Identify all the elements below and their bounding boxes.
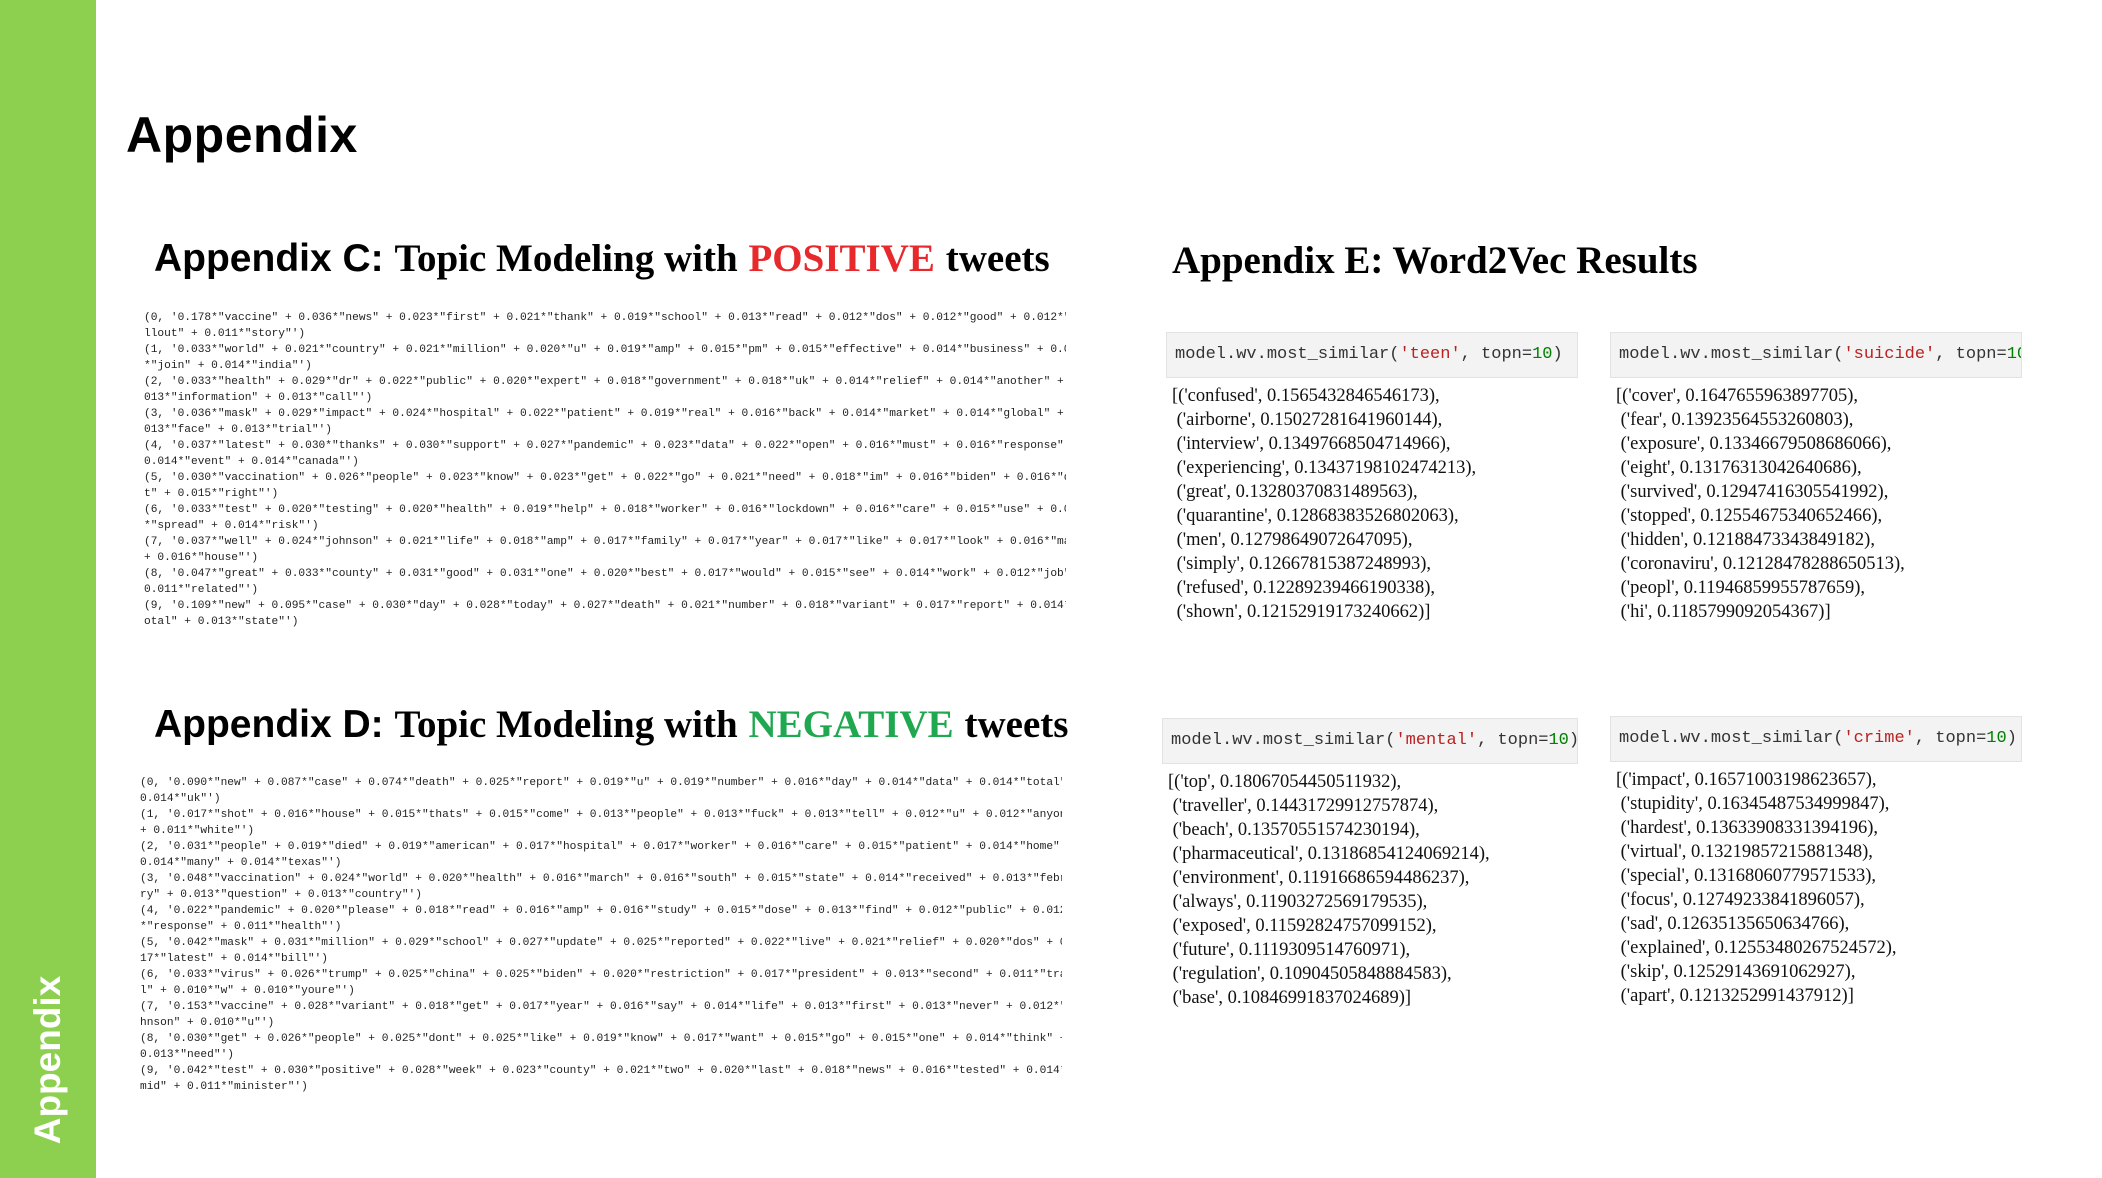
appendix-c-highlight: POSITIVE (748, 237, 935, 280)
w2v-code-crime: model.wv.most_similar('crime', topn=10) (1610, 716, 2022, 762)
topic-line: 17*"latest" + 0.014*"bill"') (140, 953, 328, 965)
w2v-panel-suicide: model.wv.most_similar('suicide', topn=10… (1610, 332, 2022, 624)
topic-line: (5, '0.030*"vaccination" + 0.026*"people… (144, 472, 1066, 484)
topic-line: (4, '0.037*"latest" + 0.030*"thanks" + 0… (144, 440, 1066, 452)
w2v-topn: , topn= (1477, 731, 1549, 750)
topic-line: (1, '0.033*"world" + 0.021*"country" + 0… (144, 344, 1066, 356)
topic-line: (4, '0.022*"pandemic" + 0.020*"please" +… (140, 905, 1062, 917)
topic-line: *"response" + 0.011*"health"') (140, 921, 342, 933)
w2v-arg: 'mental' (1395, 731, 1478, 750)
w2v-call-prefix: model.wv.most_similar( (1619, 729, 1844, 748)
w2v-topn-value: 10 (1532, 345, 1553, 364)
w2v-topn: , topn= (1460, 345, 1533, 364)
topic-line: (6, '0.033*"virus" + 0.026*"trump" + 0.0… (140, 969, 1062, 981)
page-title: Appendix (126, 107, 358, 163)
w2v-code-teen: model.wv.most_similar('teen', topn=10) (1166, 332, 1578, 378)
w2v-call-prefix: model.wv.most_similar( (1619, 345, 1844, 364)
topic-line: + 0.016*"house"') (144, 552, 259, 564)
topic-line: (9, '0.042*"test" + 0.030*"positive" + 0… (140, 1065, 1062, 1077)
w2v-topn-value: 10 (1548, 731, 1569, 750)
topic-line: 0.013*"need"') (140, 1049, 234, 1061)
topic-line: hnson" + 0.010*"u"') (140, 1017, 275, 1029)
w2v-arg: 'suicide' (1843, 345, 1936, 364)
sidebar-label: Appendix (27, 975, 68, 1145)
w2v-panel-crime: model.wv.most_similar('crime', topn=10) … (1610, 716, 2022, 1008)
topic-line: otal" + 0.013*"state"') (144, 616, 299, 628)
w2v-topn-value: 10 (1986, 729, 2007, 748)
topic-line: (3, '0.048*"vaccination" + 0.024*"world"… (140, 873, 1062, 885)
topic-line: (0, '0.178*"vaccine" + 0.036*"news" + 0.… (144, 312, 1066, 324)
topic-line: (0, '0.090*"new" + 0.087*"case" + 0.074*… (140, 777, 1062, 789)
topic-line: 0.014*"uk"') (140, 793, 221, 805)
topic-line: 0.014*"event" + 0.014*"canada"') (144, 456, 359, 468)
topic-line: (8, '0.030*"get" + 0.026*"people" + 0.02… (140, 1033, 1062, 1045)
appendix-d-highlight: NEGATIVE (748, 703, 954, 746)
topic-line: ry" + 0.013*"question" + 0.013*"country"… (140, 889, 422, 901)
topic-line: (7, '0.037*"well" + 0.024*"johnson" + 0.… (144, 536, 1066, 548)
appendix-c-lead: Appendix C: (154, 237, 384, 280)
appendix-e-heading: Appendix E: Word2Vec Results (1172, 239, 1698, 282)
w2v-close: ) (1552, 345, 1563, 364)
topic-line: t" + 0.015*"right"') (144, 488, 279, 500)
appendix-d-text: Topic Modeling with (394, 703, 738, 746)
appendix-d-lead: Appendix D: (154, 703, 384, 746)
topic-line: (9, '0.109*"new" + 0.095*"case" + 0.030*… (144, 600, 1066, 612)
w2v-results-crime: [('impact', 0.16571003198623657), ('stup… (1616, 770, 1897, 1006)
w2v-results-teen: [('confused', 0.1565432846546173), ('air… (1172, 386, 1477, 622)
topic-line: + 0.011*"white"') (140, 825, 255, 837)
topic-line: (1, '0.017*"shot" + 0.016*"house" + 0.01… (140, 809, 1062, 821)
topic-line: mid" + 0.011*"minister"') (140, 1081, 308, 1093)
topic-line: (3, '0.036*"mask" + 0.029*"impact" + 0.0… (144, 408, 1066, 420)
appendix-c-heading: Appendix C: Topic Modeling with POSITIVE… (154, 236, 1050, 281)
topic-line: (2, '0.031*"people" + 0.019*"died" + 0.0… (140, 841, 1062, 853)
topic-line: *"spread" + 0.014*"risk"') (144, 520, 319, 532)
appendix-d-topics: (0, '0.090*"new" + 0.087*"case" + 0.074*… (140, 775, 1062, 1095)
w2v-topn: , topn= (1935, 345, 2007, 364)
w2v-panel-teen: model.wv.most_similar('teen', topn=10) [… (1166, 332, 1578, 624)
topic-line: (8, '0.047*"great" + 0.033*"county" + 0.… (144, 568, 1066, 580)
topic-line: 013*"face" + 0.013*"trial"') (144, 424, 332, 436)
w2v-arg: 'crime' (1843, 729, 1915, 748)
appendix-c-topics: (0, '0.178*"vaccine" + 0.036*"news" + 0.… (144, 310, 1066, 630)
topic-line: (7, '0.153*"vaccine" + 0.028*"variant" +… (140, 1001, 1062, 1013)
sidebar: Appendix (0, 0, 96, 1178)
w2v-close: ) (2006, 729, 2017, 748)
w2v-results-suicide: [('cover', 0.1647655963897705), ('fear',… (1616, 386, 1905, 622)
appendix-c-tail: tweets (945, 237, 1050, 280)
topic-line: *"join" + 0.014*"india"') (144, 360, 312, 372)
appendix-c-text: Topic Modeling with (394, 237, 738, 280)
topic-line: l" + 0.010*"w" + 0.010*"youre"') (140, 985, 355, 997)
w2v-topn: , topn= (1914, 729, 1987, 748)
appendix-d-heading: Appendix D: Topic Modeling with NEGATIVE… (154, 702, 1068, 747)
w2v-call-prefix: model.wv.most_similar( (1171, 731, 1396, 750)
w2v-call-prefix: model.wv.most_similar( (1175, 345, 1400, 364)
appendix-d-tail: tweets (964, 703, 1069, 746)
w2v-results-mental: [('top', 0.18067054450511932), ('travell… (1168, 772, 1490, 1008)
topic-line: llout" + 0.011*"story"') (144, 328, 306, 340)
topic-line: (6, '0.033*"test" + 0.020*"testing" + 0.… (144, 504, 1066, 516)
topic-line: (5, '0.042*"mask" + 0.031*"million" + 0.… (140, 937, 1062, 949)
topic-line: 0.011*"related"') (144, 584, 259, 596)
w2v-close: ) (1569, 731, 1577, 750)
topic-line: (2, '0.033*"health" + 0.029*"dr" + 0.022… (144, 376, 1066, 388)
w2v-topn-value: 10 (2006, 345, 2021, 364)
w2v-panel-mental: model.wv.most_similar('mental', topn=10)… (1162, 718, 1578, 1010)
topic-line: 013*"information" + 0.013*"call"') (144, 392, 373, 404)
w2v-code-mental: model.wv.most_similar('mental', topn=10) (1162, 718, 1578, 764)
w2v-code-suicide: model.wv.most_similar('suicide', topn=10… (1610, 332, 2022, 378)
w2v-arg: 'teen' (1399, 345, 1461, 364)
topic-line: 0.014*"many" + 0.014*"texas"') (140, 857, 342, 869)
